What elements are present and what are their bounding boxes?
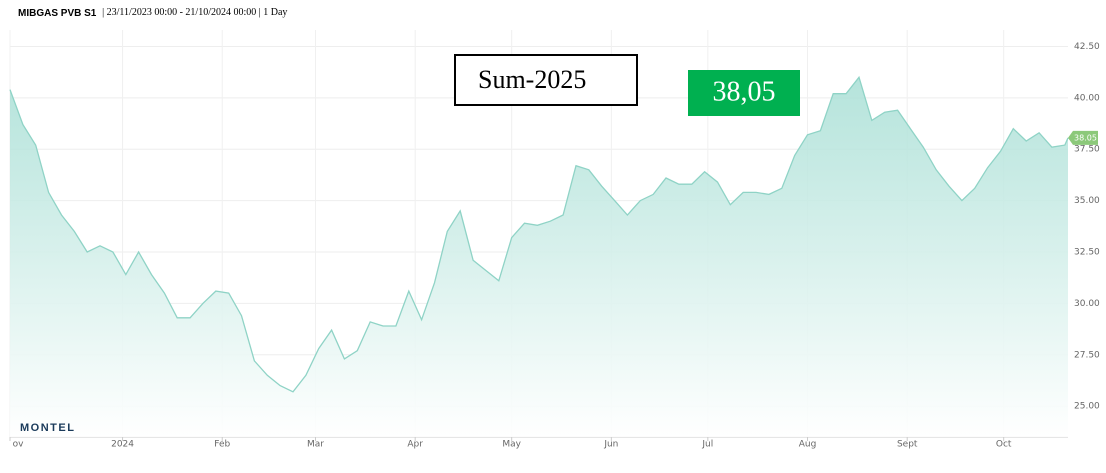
x-tick-label: Feb <box>214 440 230 450</box>
y-tick-label: 27.50 <box>1074 350 1100 360</box>
x-tick-label: May <box>502 440 521 450</box>
last-price-label: 38.05 <box>1074 133 1097 142</box>
x-tick-label: Jun <box>603 440 618 450</box>
annotation-price-box <box>688 70 800 116</box>
logo: MONTEL <box>20 422 75 434</box>
plot-area: 25.00 27.50 30.00 32.50 35.00 37.50 40.00 42.50… <box>9 30 1100 450</box>
y-tick-label: 25.00 <box>1074 402 1100 412</box>
chart-header: MIBGAS PVB S1 | 23/11/2023 00:00 - 21/10… <box>18 7 287 18</box>
x-tick-label: 2024 <box>111 440 134 450</box>
price-line <box>9 75 1069 393</box>
last-price-flag <box>1068 130 1098 145</box>
y-tick-label: 42.50 <box>1074 42 1100 52</box>
area-fill <box>10 77 1068 438</box>
x-tick-label: Apr <box>407 440 423 450</box>
x-tick-label: Oct <box>996 440 1012 450</box>
x-tick-label: ov <box>13 440 25 450</box>
annotation-box <box>454 54 638 106</box>
x-tick-label: Jul <box>701 440 713 450</box>
y-tick-label: 40.00 <box>1074 93 1100 103</box>
y-tick-label: 37.50 <box>1074 145 1100 155</box>
annotation-text: Sum-2025 <box>478 65 586 94</box>
x-tick-label: Mar <box>307 440 324 450</box>
y-tick-label: 35.00 <box>1074 196 1100 206</box>
x-tick-label: Aug <box>799 440 817 450</box>
y-tick-label: 30.00 <box>1074 299 1100 309</box>
y-tick-label: 32.50 <box>1074 248 1100 258</box>
chart-title: MIBGAS PVB S1 <box>18 8 97 19</box>
annotation-price: 38,05 <box>713 76 776 107</box>
chart-subtitle: | 23/11/2023 00:00 - 21/10/2024 00:00 | … <box>102 7 287 18</box>
x-tick-label: Sept <box>897 440 918 450</box>
